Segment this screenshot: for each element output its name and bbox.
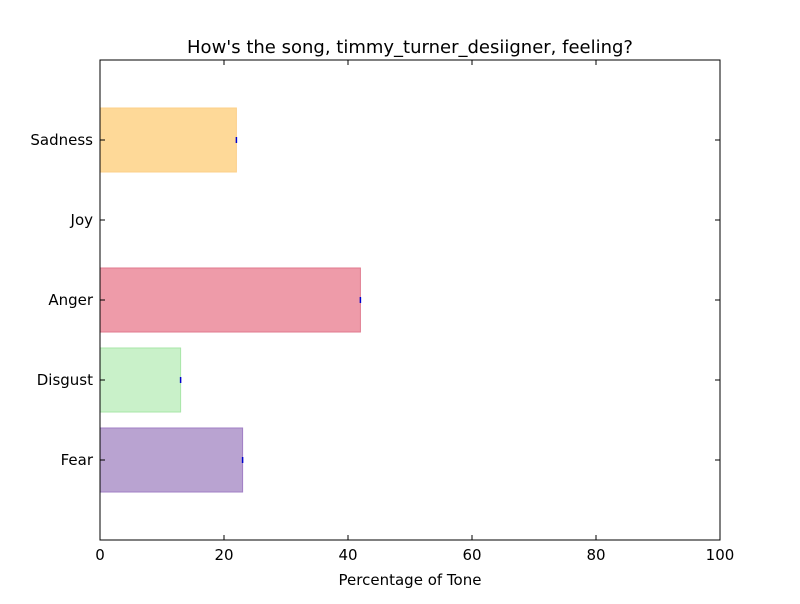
x-tick-label-100: 100	[706, 546, 735, 564]
x-tick-label-80: 80	[586, 546, 605, 564]
bar-sadness	[99, 107, 237, 173]
ticks-layer: Fear Disgust Anger Joy Sadness 0 20 40 60 80 100	[30, 60, 734, 564]
x-tick-label-0: 0	[95, 546, 105, 564]
bars-layer	[99, 107, 362, 493]
bar-anger	[99, 267, 361, 333]
y-tick-label-anger: Anger	[48, 291, 94, 309]
bar-disgust	[99, 347, 182, 413]
plot-frame	[99, 59, 721, 541]
y-tick-label-sadness: Sadness	[30, 131, 93, 149]
x-axis-label: Percentage of Tone	[339, 571, 482, 589]
x-tick-label-20: 20	[214, 546, 233, 564]
y-tick-label-disgust: Disgust	[37, 371, 93, 389]
y-tick-label-fear: Fear	[61, 451, 94, 469]
chart-title: How's the song, timmy_turner_desiigner, …	[187, 37, 633, 58]
x-tick-label-60: 60	[462, 546, 481, 564]
x-tick-label-40: 40	[338, 546, 357, 564]
y-tick-label-joy: Joy	[70, 211, 94, 229]
bar-fear	[99, 427, 244, 493]
